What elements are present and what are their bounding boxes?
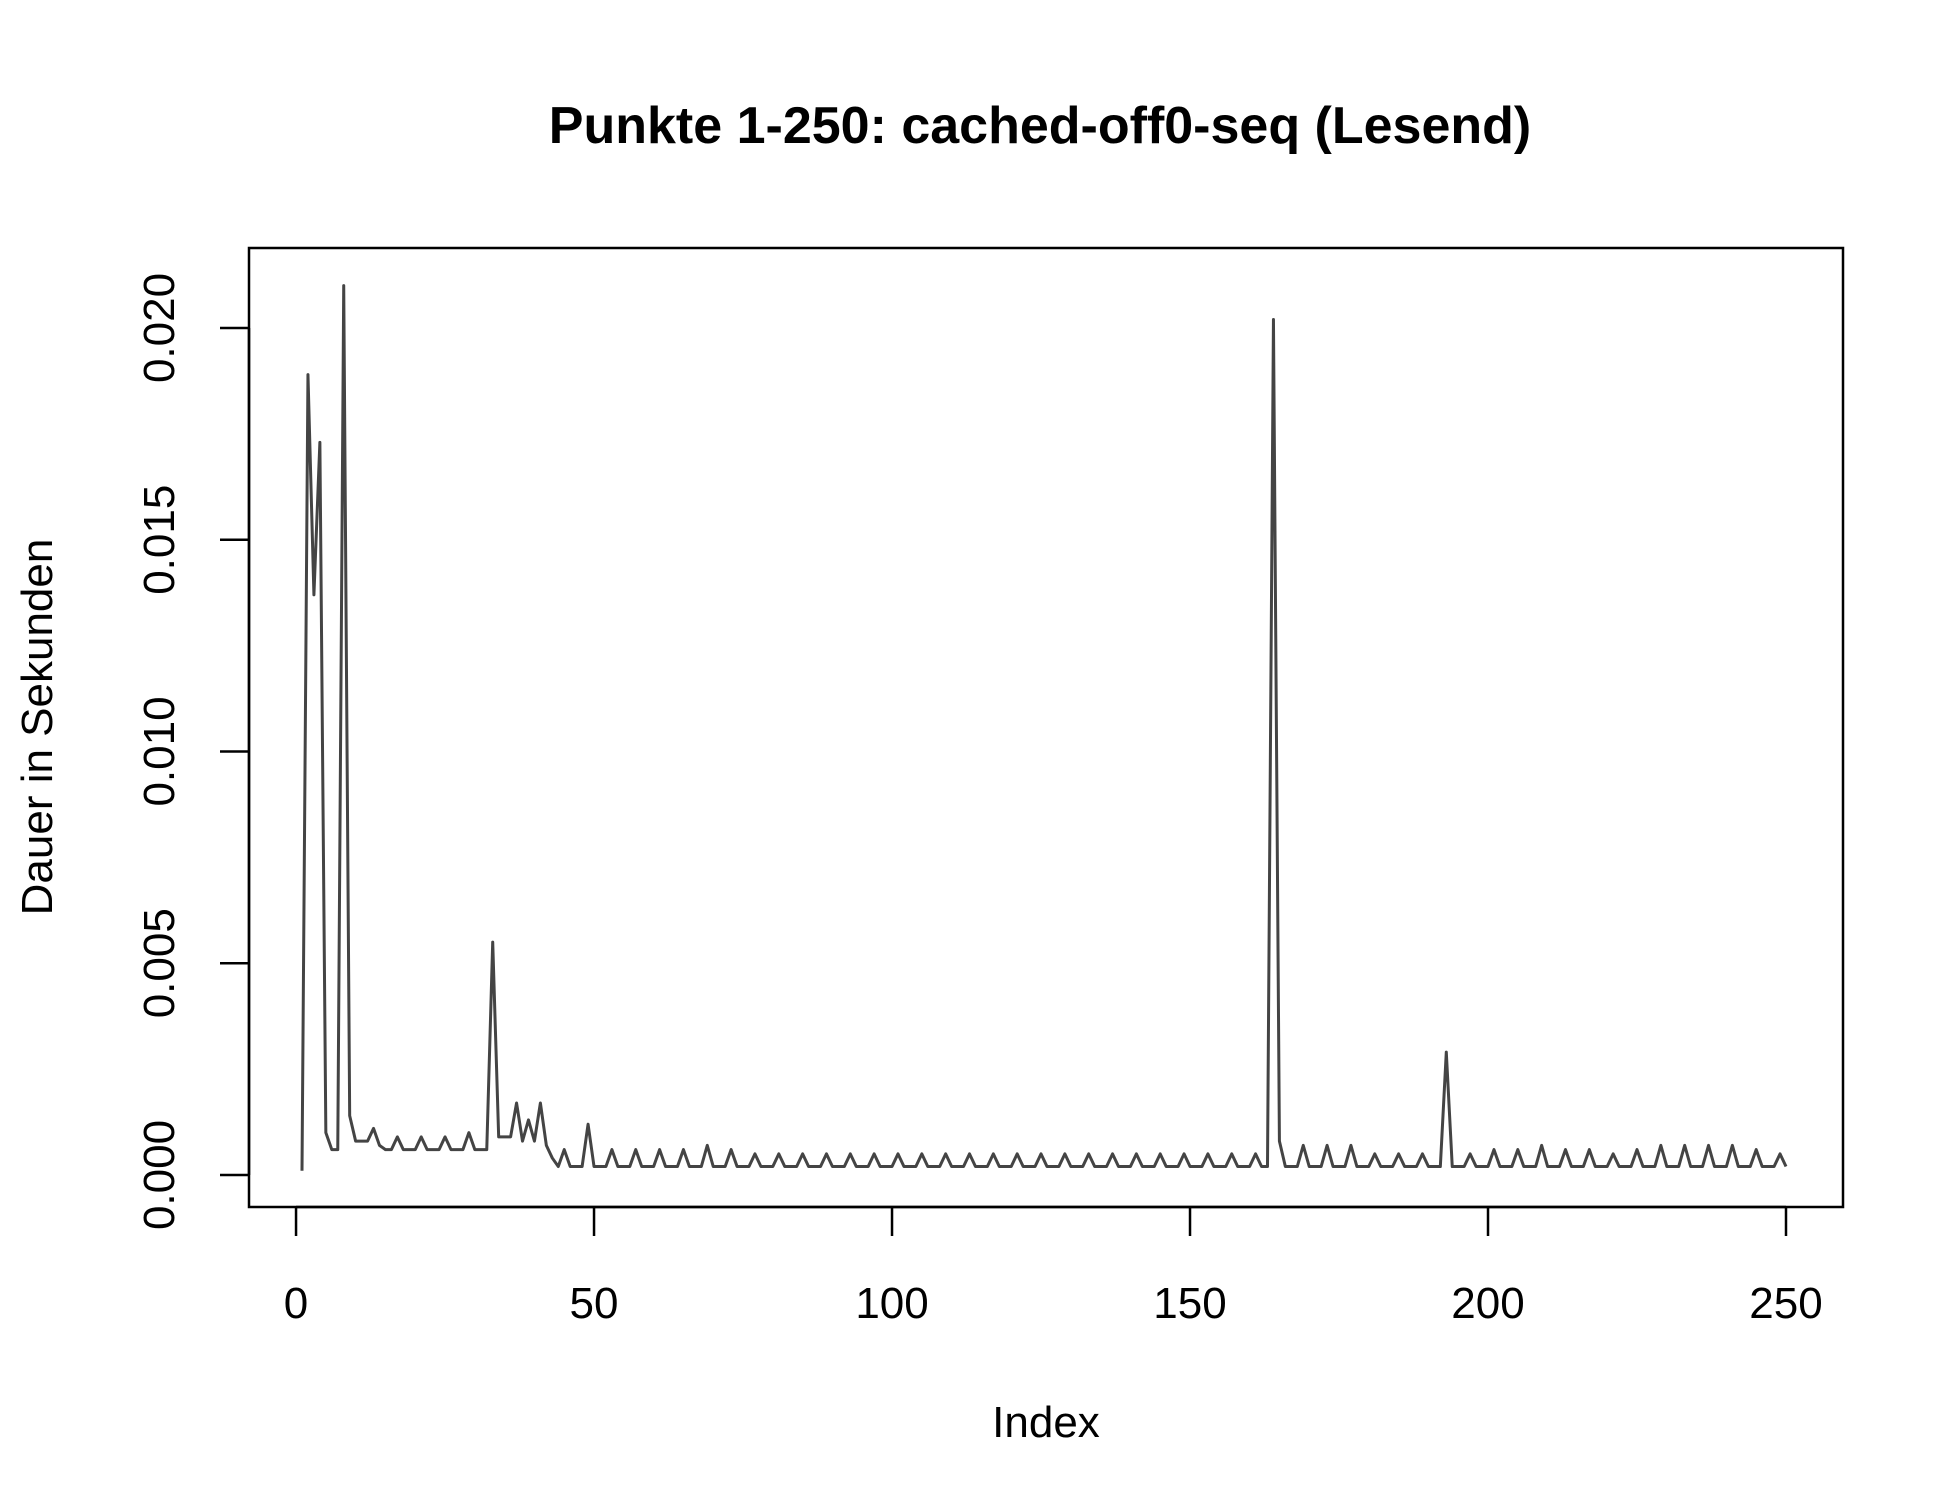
x-tick-label: 150 [1153,1279,1226,1328]
y-tick-label: 0.010 [135,696,184,806]
x-axis-label: Index [992,1398,1100,1447]
x-axis: 0 50 100 150 200 250 [284,1205,1823,1328]
y-tick-label: 0.005 [135,908,184,1018]
x-tick-label: 250 [1749,1279,1822,1328]
y-tick-label: 0.000 [135,1120,184,1230]
x-tick-label: 200 [1451,1279,1524,1328]
series-line [300,284,1788,1171]
y-tick-label: 0.015 [135,485,184,595]
y-tick-label: 0.020 [135,273,184,383]
x-tick-label: 0 [284,1279,308,1328]
y-axis: 0.000 0.005 0.010 0.015 0.020 [135,273,251,1230]
x-tick-label: 50 [570,1279,619,1328]
y-axis-label: Dauer in Sekunden [13,539,62,916]
chart-title: Punkte 1-250: cached-off0-seq (Lesend) [549,97,1531,155]
x-tick-label: 100 [855,1279,928,1328]
